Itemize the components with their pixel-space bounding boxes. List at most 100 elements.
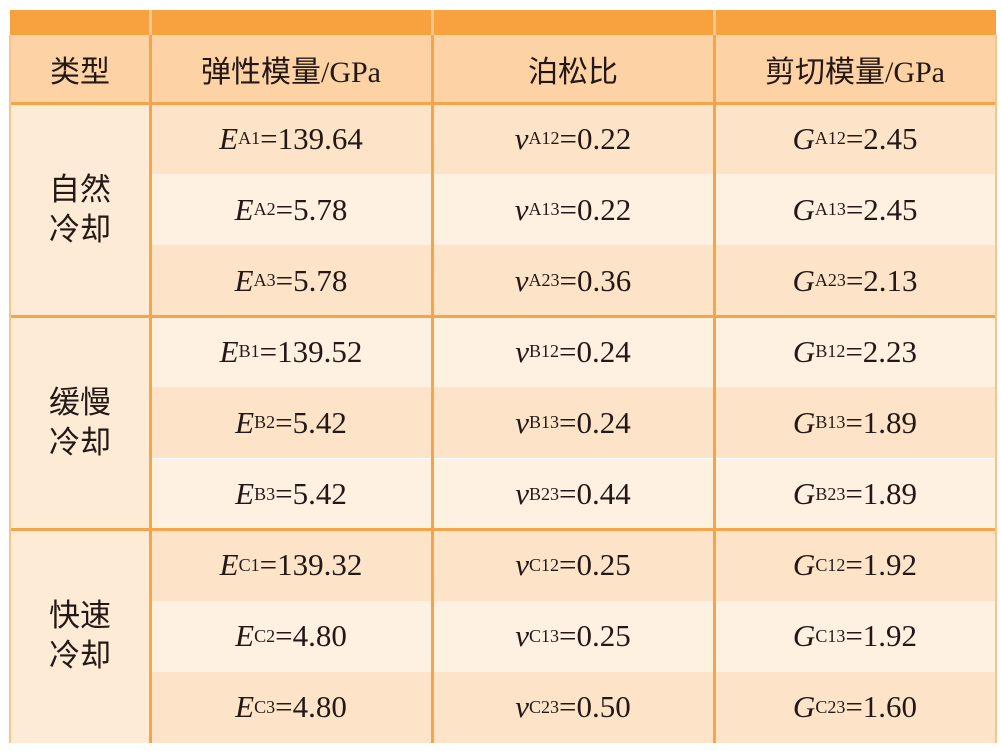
- group-label: 自然 冷却: [10, 103, 150, 317]
- subscript: A13: [528, 199, 560, 220]
- symbol: v: [515, 547, 529, 583]
- subscript: A2: [253, 199, 276, 220]
- symbol: E: [235, 689, 255, 725]
- data-cell: E B1 =139.52: [150, 316, 432, 388]
- value: =139.64: [260, 120, 363, 156]
- symbol: v: [515, 618, 529, 654]
- subscript: C12: [529, 554, 560, 575]
- top-strip: [714, 10, 996, 35]
- top-divider: [712, 10, 716, 35]
- value: =2.23: [845, 333, 918, 369]
- data-cell: G C13 =1.92: [714, 600, 996, 672]
- symbol: G: [792, 191, 815, 227]
- symbol: E: [235, 476, 255, 512]
- subscript: A23: [814, 270, 846, 291]
- value: =0.24: [559, 333, 631, 369]
- data-cell: G A23 =2.13: [714, 245, 996, 317]
- symbol: E: [219, 333, 239, 369]
- data-cell: E C3 =4.80: [150, 671, 432, 743]
- subscript: C2: [254, 625, 276, 646]
- subscript: B2: [254, 412, 276, 433]
- column-divider: [712, 10, 716, 743]
- symbol: v: [514, 262, 529, 298]
- top-divider: [148, 10, 152, 35]
- value: =1.92: [845, 547, 918, 583]
- subscript: B23: [529, 483, 560, 504]
- subscript: A1: [238, 128, 261, 149]
- value: =0.25: [559, 618, 631, 654]
- data-cell: v A12 =0.22: [432, 103, 714, 175]
- subscript: A12: [528, 128, 560, 149]
- subscript: B1: [238, 341, 260, 362]
- column-divider: [995, 35, 997, 743]
- symbol: E: [219, 120, 239, 156]
- value: =4.80: [275, 618, 347, 654]
- data-cell: v C23 =0.50: [432, 671, 714, 743]
- group-label: 缓慢 冷却: [10, 316, 150, 530]
- subscript: C23: [815, 696, 846, 717]
- data-cell: v B23 =0.44: [432, 458, 714, 530]
- symbol: G: [792, 262, 815, 298]
- subscript: C13: [529, 625, 560, 646]
- symbol: G: [792, 618, 816, 654]
- subscript: B23: [815, 483, 846, 504]
- data-cell: v A23 =0.36: [432, 245, 714, 317]
- subscript: A3: [253, 270, 276, 291]
- data-cell: v C12 =0.25: [432, 529, 714, 601]
- subscript: A12: [814, 128, 846, 149]
- subscript: B13: [815, 412, 846, 433]
- group-divider: [10, 528, 996, 532]
- header-cell: 类型: [10, 35, 150, 103]
- symbol: G: [792, 547, 816, 583]
- subscript: A23: [528, 270, 560, 291]
- value: =2.13: [845, 262, 918, 298]
- data-cell: E C2 =4.80: [150, 600, 432, 672]
- symbol: E: [219, 547, 239, 583]
- header-cell: 弹性模量/GPa: [150, 35, 432, 103]
- data-cell: E C1 =139.32: [150, 529, 432, 601]
- group-label-line: 自然: [49, 171, 111, 207]
- subscript: C3: [254, 696, 276, 717]
- subscript: C13: [815, 625, 846, 646]
- data-cell: G C23 =1.60: [714, 671, 996, 743]
- symbol: v: [514, 120, 529, 156]
- group-label-line: 快速: [49, 598, 111, 634]
- value: =5.78: [275, 191, 348, 227]
- data-cell: v A13 =0.22: [432, 174, 714, 246]
- value: =5.78: [275, 262, 348, 298]
- symbol: v: [515, 333, 529, 369]
- value: =2.45: [845, 120, 918, 156]
- value: =0.22: [559, 120, 632, 156]
- data-cell: E A3 =5.78: [150, 245, 432, 317]
- value: =4.80: [275, 689, 347, 725]
- subscript: B12: [529, 341, 560, 362]
- data-cell: G B23 =1.89: [714, 458, 996, 530]
- data-cell: v C13 =0.25: [432, 600, 714, 672]
- group-divider: [10, 314, 996, 318]
- value: =1.60: [845, 689, 918, 725]
- data-cell: v B12 =0.24: [432, 316, 714, 388]
- value: =0.36: [559, 262, 632, 298]
- value: =5.42: [275, 476, 347, 512]
- symbol: G: [792, 689, 816, 725]
- header-divider: [10, 101, 996, 105]
- group-label-line: 冷却: [49, 638, 111, 674]
- top-strip: [10, 10, 150, 35]
- value: =5.42: [275, 404, 347, 440]
- group-label-line: 冷却: [49, 211, 111, 247]
- value: =2.45: [845, 191, 918, 227]
- value: =0.44: [559, 476, 631, 512]
- data-cell: E B3 =5.42: [150, 458, 432, 530]
- subscript: C1: [238, 554, 260, 575]
- header-cell: 泊松比: [432, 35, 714, 103]
- group-label-line: 冷却: [49, 424, 111, 460]
- value: =0.25: [559, 547, 631, 583]
- top-divider: [430, 10, 434, 35]
- subscript: C23: [529, 696, 560, 717]
- value: =1.89: [845, 476, 918, 512]
- data-cell: E A2 =5.78: [150, 174, 432, 246]
- value: =0.22: [559, 191, 632, 227]
- symbol: E: [234, 191, 254, 227]
- data-cell: v B13 =0.24: [432, 387, 714, 459]
